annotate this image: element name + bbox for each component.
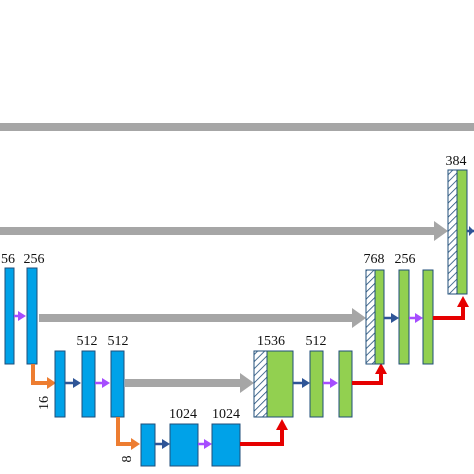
label-spatial-16: 16 — [37, 396, 52, 410]
decoder-block-512-b — [338, 350, 353, 418]
decoder-block-512-a — [309, 350, 324, 418]
upsample-arrow-level2 — [352, 372, 383, 385]
downsample-arrow-level2 — [116, 417, 132, 446]
label-56: 56 — [1, 252, 15, 267]
upsample-arrow-level3 — [240, 428, 284, 446]
conv-arrow-icon — [73, 378, 81, 388]
encoder-level-2 — [54, 350, 140, 450]
top-skip-bar — [0, 123, 474, 131]
decoder-block-1536-upsampled — [266, 350, 294, 418]
encoder-level-1 — [4, 267, 56, 389]
channel-labels: 384 56 256 512 512 1024 1024 1536 512 76… — [1, 154, 467, 463]
activation-arrow-icon — [102, 378, 110, 388]
label-512-encoder-b: 512 — [108, 334, 129, 349]
concat-skip-block-1536 — [253, 350, 268, 418]
conv-arrow-icon — [162, 439, 170, 449]
encoder-block-512-a — [81, 350, 96, 418]
label-512-decoder: 512 — [306, 334, 327, 349]
label-768: 768 — [364, 252, 385, 267]
encoder-block-256 — [26, 267, 38, 365]
activation-arrow-icon — [330, 378, 338, 388]
label-512-encoder-a: 512 — [77, 334, 98, 349]
skip-arrow-level2-shaft — [125, 379, 242, 387]
downsample-arrow-level1 — [31, 364, 48, 385]
skip-arrow-level1-shaft — [39, 314, 354, 322]
label-256-decoder: 256 — [395, 252, 416, 267]
decoder-level-2 — [253, 350, 387, 418]
conv-arrow-icon — [391, 313, 399, 323]
label-1536: 1536 — [257, 334, 285, 349]
upsample-arrow-icon — [457, 296, 469, 307]
upsample-arrow-icon — [375, 363, 387, 374]
activation-arrow-icon — [415, 313, 423, 323]
upsample-arrow-level1 — [433, 305, 465, 320]
label-spatial-8: 8 — [120, 456, 135, 463]
encoder-block-56 — [4, 267, 15, 365]
decoder-block-768-upsampled — [374, 269, 385, 365]
decoder-level-0 — [447, 169, 474, 295]
skip-arrow-level2-head — [240, 373, 254, 393]
label-256-encoder: 256 — [24, 252, 45, 267]
decoder-block-384-upsampled — [456, 169, 468, 295]
label-1024-b: 1024 — [212, 407, 240, 422]
skip-arrow-level0-head — [434, 221, 448, 241]
downsample-arrow-icon — [131, 438, 140, 450]
bottleneck-block-1024-a — [169, 423, 199, 467]
encoder-block-512-b — [110, 350, 125, 418]
activation-arrow-icon — [18, 311, 26, 321]
skip-arrow-level0-shaft — [0, 227, 436, 235]
skip-arrow-level1-head — [352, 308, 366, 328]
skip-connections — [0, 123, 474, 393]
conv-arrow-icon — [302, 378, 310, 388]
label-384: 384 — [446, 154, 467, 169]
bottleneck-block-in — [140, 423, 156, 467]
decoder-level-1 — [365, 269, 469, 365]
decoder-block-256-a — [398, 269, 410, 365]
upsample-arrow-icon — [276, 419, 288, 430]
encoder-block-l2-a — [54, 350, 66, 418]
label-1024-a: 1024 — [169, 407, 197, 422]
bottleneck-level-3 — [140, 419, 288, 467]
downsample-arrow-icon — [47, 377, 56, 389]
concat-skip-block-768 — [365, 269, 376, 365]
concat-skip-block-384 — [447, 169, 458, 295]
decoder-block-256-b — [422, 269, 434, 365]
activation-arrow-icon — [204, 439, 212, 449]
bottleneck-block-1024-b — [211, 423, 241, 467]
conv-arrow-icon — [469, 226, 474, 236]
